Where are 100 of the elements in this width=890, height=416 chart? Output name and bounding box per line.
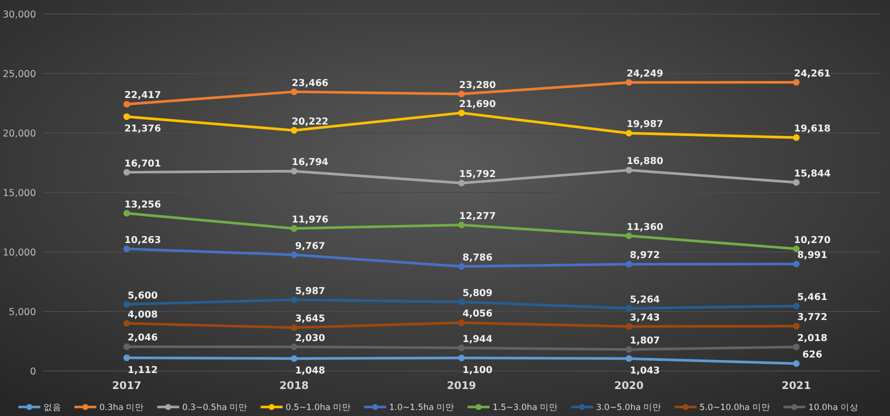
data-label: 4,008 bbox=[128, 309, 158, 320]
legend-label: 3.0~5.0ha 미만 bbox=[596, 403, 662, 413]
x-tick-label: 2018 bbox=[279, 380, 309, 392]
data-label: 16,794 bbox=[292, 157, 329, 168]
data-label: 21,690 bbox=[459, 98, 496, 110]
data-label: 11,976 bbox=[292, 214, 329, 226]
legend-label: 0.5~1.0ha 미만 bbox=[286, 403, 352, 413]
point bbox=[123, 168, 130, 176]
point bbox=[458, 354, 465, 362]
point bbox=[290, 324, 298, 331]
data-label: 2,030 bbox=[295, 332, 326, 344]
data-label: 2,018 bbox=[797, 332, 828, 344]
point bbox=[626, 232, 632, 240]
point bbox=[458, 298, 465, 306]
point bbox=[123, 210, 130, 217]
data-label: 3,743 bbox=[630, 312, 660, 324]
data-label: 23,466 bbox=[292, 78, 329, 89]
data-label: 8,972 bbox=[630, 250, 660, 262]
point bbox=[458, 319, 465, 326]
data-label: 19,987 bbox=[626, 119, 664, 130]
legend-label: 5.0~10.0ha 미만 bbox=[700, 403, 770, 413]
data-label: 9,767 bbox=[295, 240, 326, 252]
point bbox=[123, 246, 130, 252]
data-label: 20,222 bbox=[292, 116, 328, 128]
data-label: 1,112 bbox=[128, 364, 158, 376]
data-label: 8,991 bbox=[797, 250, 828, 262]
point bbox=[458, 222, 465, 228]
point bbox=[123, 320, 130, 327]
point bbox=[290, 88, 298, 96]
data-label: 10,263 bbox=[124, 234, 162, 246]
point bbox=[290, 355, 298, 362]
data-label: 11,360 bbox=[626, 222, 664, 233]
point bbox=[123, 354, 130, 362]
data-label: 2,046 bbox=[128, 332, 158, 344]
data-label: 13,256 bbox=[124, 199, 162, 210]
y-tick-label: 25,000 bbox=[2, 69, 36, 80]
y-tick-label: 0 bbox=[30, 366, 36, 378]
point bbox=[123, 343, 130, 350]
point bbox=[793, 344, 800, 350]
legend-label: 10.0ha 이상 bbox=[808, 403, 859, 413]
legend-label: 0.3~0.5ha 미만 bbox=[182, 403, 248, 413]
data-label: 626 bbox=[802, 350, 823, 361]
data-label: 19,618 bbox=[794, 124, 832, 135]
point bbox=[793, 302, 800, 310]
point bbox=[626, 260, 632, 268]
data-label: 22,417 bbox=[124, 90, 162, 102]
point bbox=[793, 260, 800, 268]
point bbox=[626, 79, 632, 86]
point bbox=[123, 113, 130, 120]
data-label: 16,880 bbox=[626, 156, 664, 168]
legend-label: 0.3ha 미만 bbox=[99, 403, 144, 413]
data-label: 24,261 bbox=[794, 68, 831, 80]
data-label: 3,772 bbox=[797, 312, 828, 324]
point bbox=[626, 355, 632, 362]
data-label: 1,043 bbox=[630, 366, 660, 377]
point bbox=[626, 166, 632, 174]
data-label: 21,376 bbox=[124, 124, 162, 135]
x-tick-label: 2017 bbox=[112, 380, 142, 392]
data-label: 5,987 bbox=[295, 286, 326, 297]
y-tick-label: 5,000 bbox=[8, 307, 36, 318]
data-label: 5,461 bbox=[797, 292, 828, 304]
point bbox=[793, 360, 800, 367]
data-label: 1,944 bbox=[462, 334, 493, 345]
point bbox=[290, 168, 298, 174]
data-label: 1,048 bbox=[295, 366, 326, 377]
point bbox=[626, 323, 632, 330]
data-label: 24,249 bbox=[626, 68, 664, 80]
data-label: 15,844 bbox=[794, 168, 832, 180]
point bbox=[290, 296, 298, 304]
point bbox=[626, 130, 632, 136]
legend-label: 1.5~3.0ha 미만 bbox=[492, 403, 558, 413]
point bbox=[290, 251, 298, 258]
data-label: 8,786 bbox=[462, 252, 493, 264]
point bbox=[458, 263, 465, 270]
data-label: 23,280 bbox=[459, 80, 496, 91]
data-label: 12,277 bbox=[459, 210, 496, 222]
point bbox=[793, 245, 800, 252]
point bbox=[458, 344, 465, 352]
y-tick-label: 20,000 bbox=[2, 128, 36, 140]
legend-label: 없음 bbox=[43, 403, 62, 413]
point bbox=[458, 110, 465, 116]
x-tick-label: 2020 bbox=[614, 380, 644, 392]
point bbox=[626, 305, 632, 312]
data-label: 4,056 bbox=[462, 308, 493, 320]
point bbox=[458, 180, 465, 186]
point bbox=[290, 344, 298, 350]
data-label: 5,600 bbox=[128, 290, 158, 302]
y-tick-label: 30,000 bbox=[2, 10, 36, 20]
y-tick-label: 15,000 bbox=[2, 188, 36, 199]
data-label: 3,645 bbox=[295, 314, 326, 325]
data-label: 5,809 bbox=[462, 288, 493, 299]
data-label: 5,264 bbox=[630, 294, 660, 306]
point bbox=[123, 100, 130, 108]
data-label: 1,100 bbox=[462, 364, 493, 376]
data-label: 15,792 bbox=[459, 169, 496, 180]
data-label: 16,701 bbox=[124, 158, 162, 170]
point bbox=[793, 78, 800, 86]
point bbox=[458, 90, 465, 98]
data-label: 10,270 bbox=[794, 234, 832, 246]
y-tick-label: 10,000 bbox=[2, 248, 36, 258]
